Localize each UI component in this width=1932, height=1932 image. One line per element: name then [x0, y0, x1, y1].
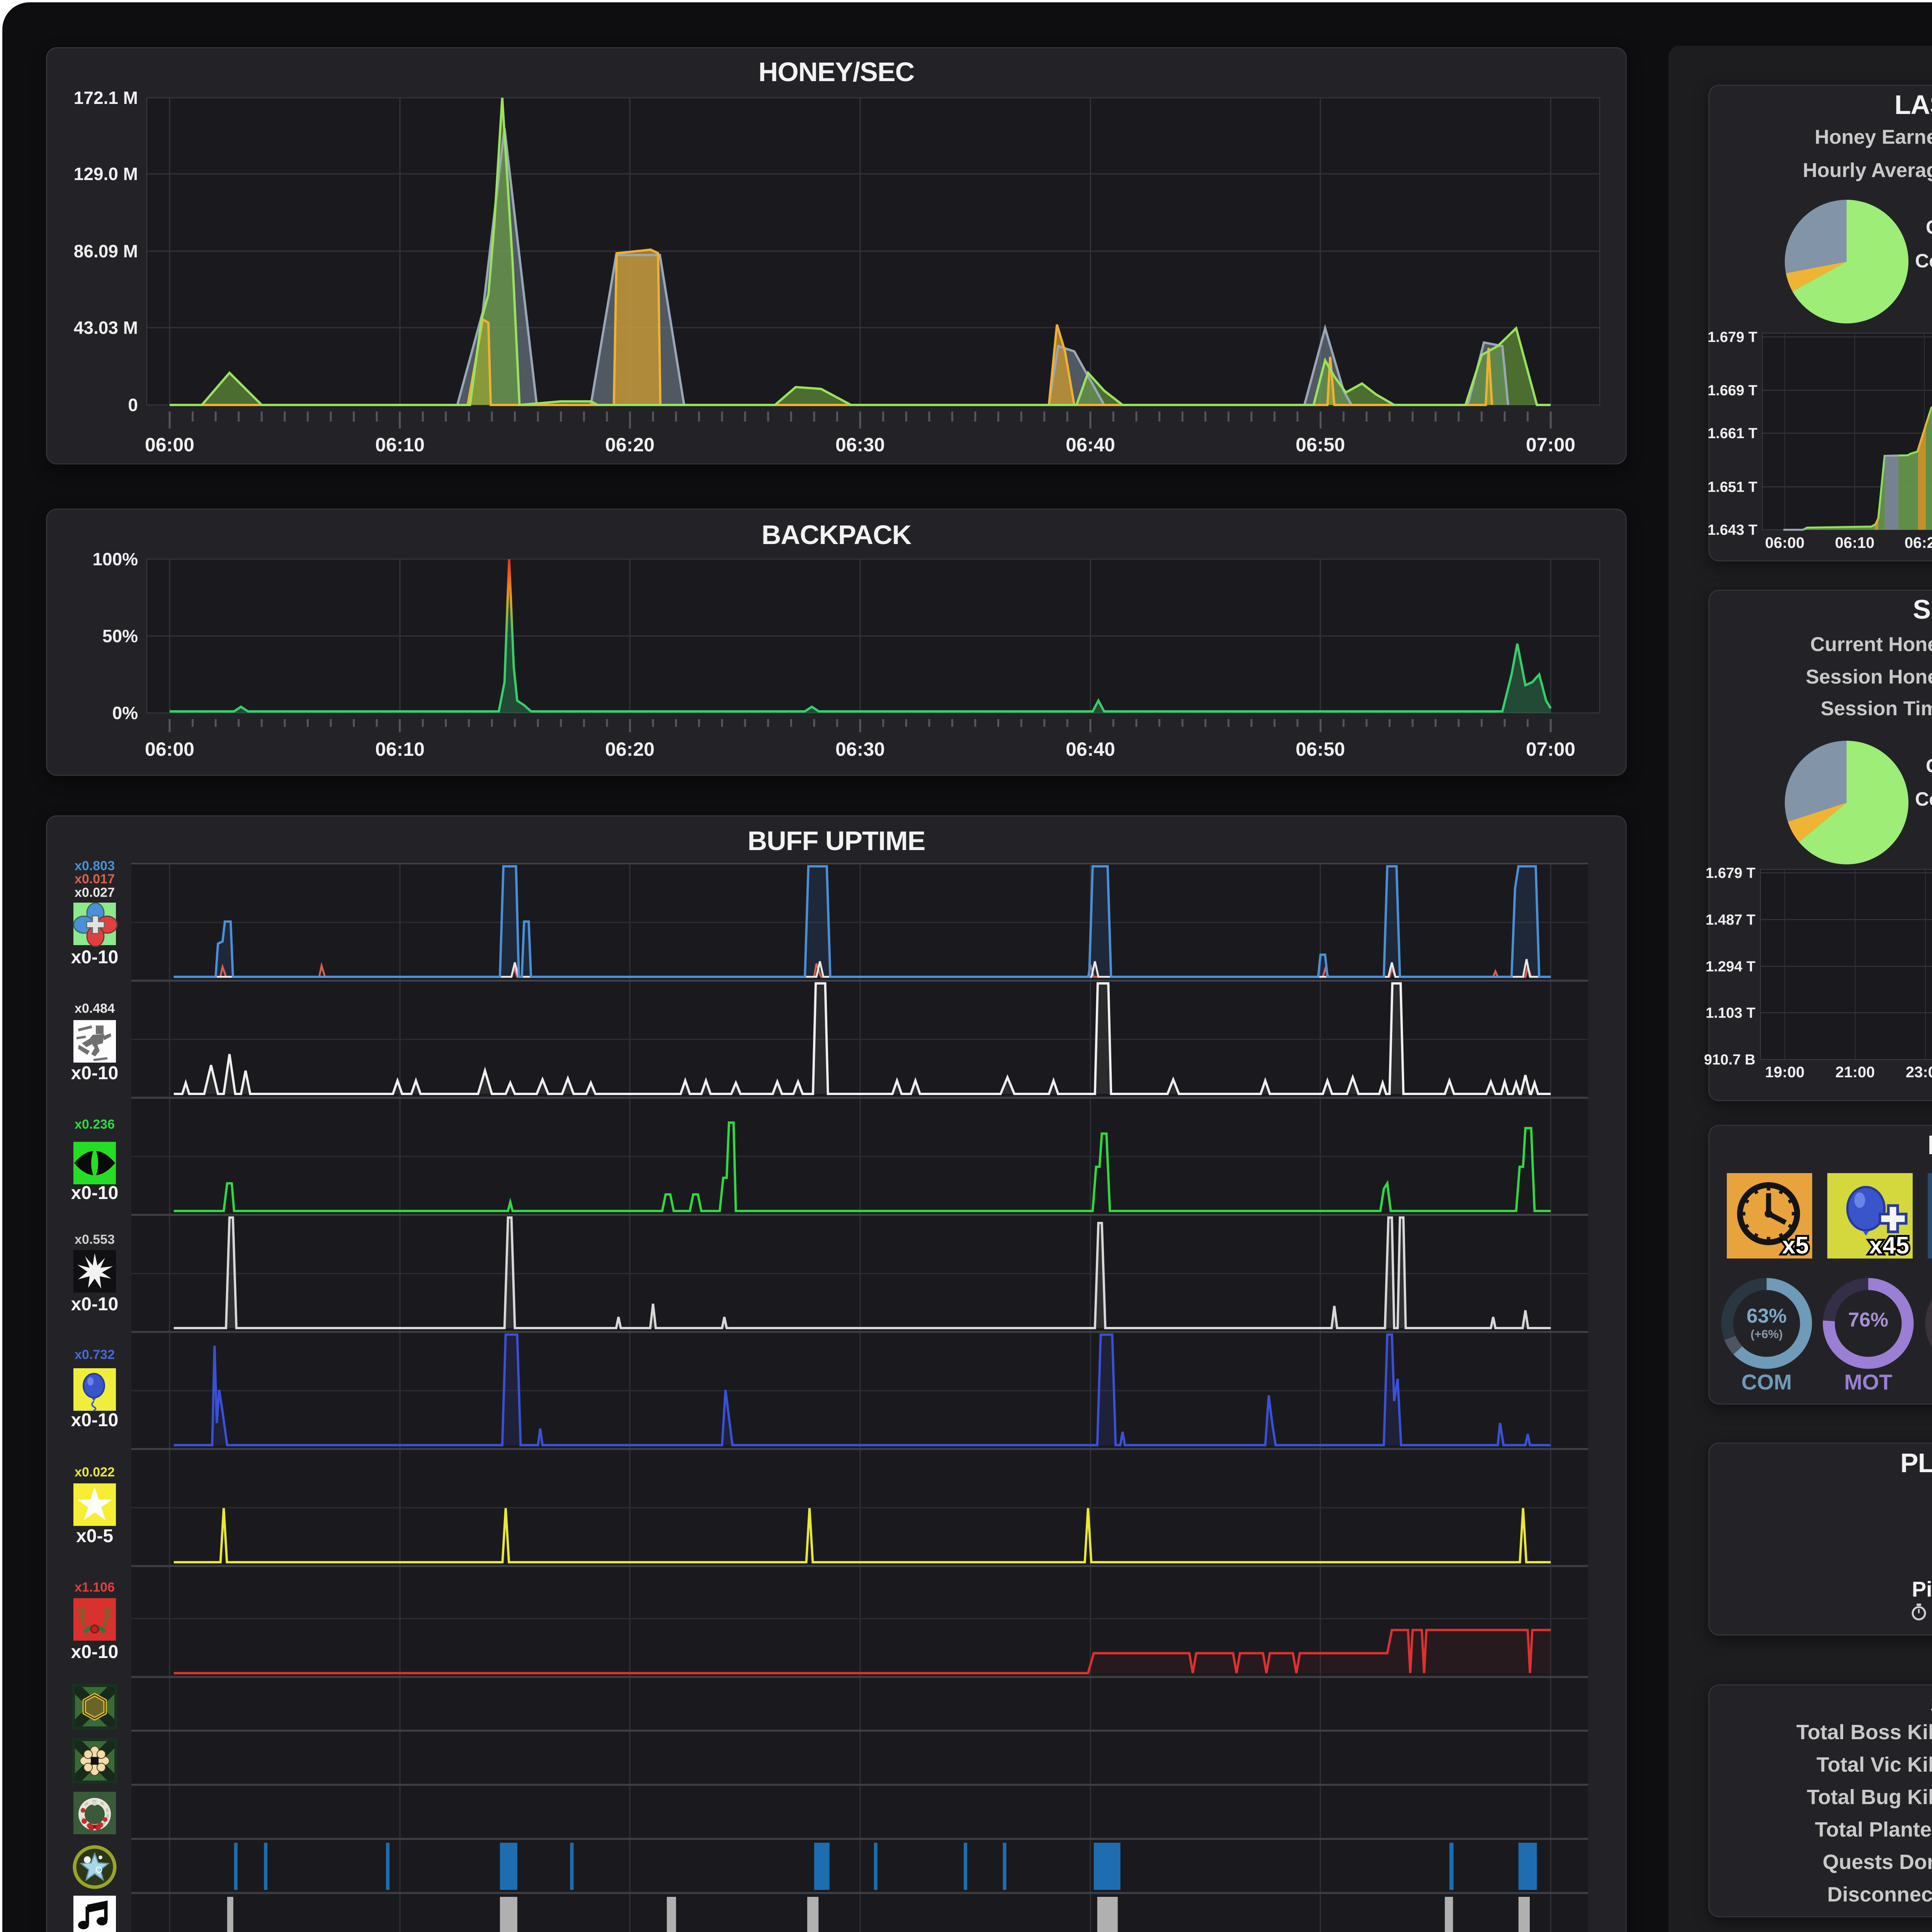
svg-text:1.487 T: 1.487 T: [1706, 912, 1755, 928]
svg-text:76%: 76%: [1848, 1309, 1888, 1331]
svg-text:06:50: 06:50: [1296, 738, 1345, 760]
svg-text:0%: 0%: [112, 703, 138, 723]
svg-text:1.669 T: 1.669 T: [1708, 383, 1757, 399]
svg-text:06:00: 06:00: [145, 738, 194, 760]
svg-text:23:00: 23:00: [1906, 1064, 1932, 1081]
svg-text:1.679 T: 1.679 T: [1708, 329, 1757, 345]
svg-text:06:20: 06:20: [605, 738, 655, 760]
svg-text:19:00: 19:00: [1765, 1064, 1804, 1081]
svg-text:63%: 63%: [1747, 1305, 1787, 1327]
svg-text:1.103 T: 1.103 T: [1706, 1005, 1755, 1021]
svg-text:06:30: 06:30: [835, 738, 885, 760]
svg-text:x45: x45: [1869, 1232, 1909, 1259]
svg-text:06:20: 06:20: [605, 434, 655, 456]
svg-text:100%: 100%: [92, 549, 138, 569]
svg-text:0: 0: [128, 395, 138, 415]
svg-text:07:00: 07:00: [1526, 434, 1575, 456]
svg-text:1.661 T: 1.661 T: [1708, 425, 1757, 442]
svg-text:172.1 M: 172.1 M: [74, 88, 138, 108]
svg-text:06:00: 06:00: [1765, 534, 1804, 551]
svg-text:43.03 M: 43.03 M: [74, 318, 138, 338]
svg-text:06:40: 06:40: [1066, 738, 1115, 760]
svg-text:07:00: 07:00: [1526, 738, 1575, 760]
svg-text:1.294 T: 1.294 T: [1706, 959, 1755, 975]
svg-text:06:40: 06:40: [1066, 434, 1115, 456]
svg-text:910.7 B: 910.7 B: [1704, 1052, 1755, 1068]
svg-text:1.679 T: 1.679 T: [1706, 865, 1755, 881]
svg-text:06:20: 06:20: [1905, 534, 1932, 551]
svg-text:x5: x5: [1782, 1232, 1809, 1259]
svg-text:86.09 M: 86.09 M: [74, 241, 138, 261]
svg-text:50%: 50%: [102, 626, 138, 646]
svg-text:(+6%): (+6%): [1750, 1327, 1783, 1341]
svg-text:06:10: 06:10: [1835, 534, 1874, 551]
svg-text:06:10: 06:10: [375, 434, 425, 456]
svg-text:129.0 M: 129.0 M: [74, 164, 138, 184]
svg-text:21:00: 21:00: [1835, 1064, 1875, 1081]
svg-text:06:10: 06:10: [375, 738, 425, 760]
svg-text:06:30: 06:30: [835, 434, 885, 456]
svg-text:1.643 T: 1.643 T: [1708, 522, 1757, 538]
svg-text:1.651 T: 1.651 T: [1708, 479, 1757, 495]
svg-text:06:50: 06:50: [1296, 434, 1345, 456]
svg-text:06:00: 06:00: [145, 434, 194, 456]
